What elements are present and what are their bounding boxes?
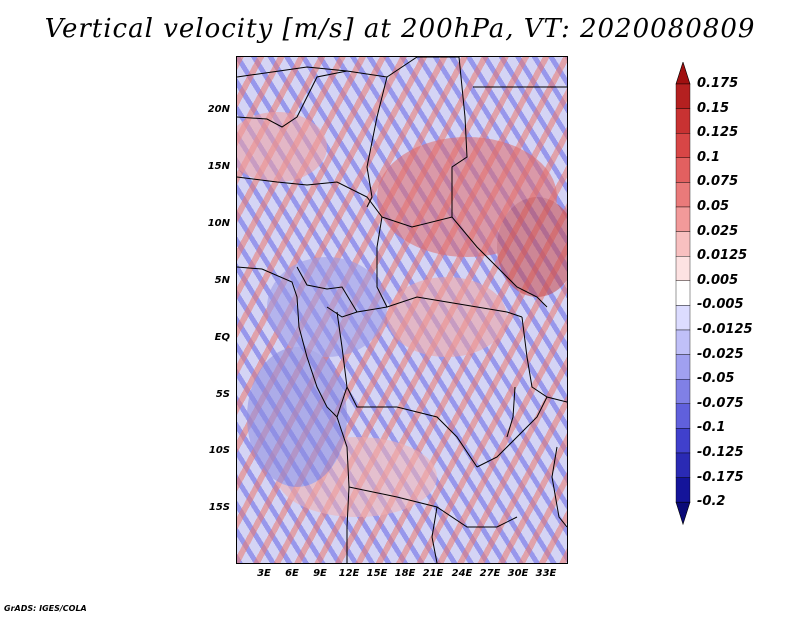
colorbar-swatch bbox=[675, 231, 691, 257]
colorbar-label: 0.005 bbox=[697, 272, 739, 288]
lake-outline bbox=[506, 386, 516, 438]
lon-label: 15E bbox=[366, 568, 388, 579]
colorbar-label: 0.05 bbox=[697, 199, 730, 214]
colorbar-label: -0.2 bbox=[697, 494, 726, 510]
colorbar-label: -0.175 bbox=[697, 469, 744, 485]
border-line bbox=[336, 386, 350, 563]
colorbar-swatch bbox=[675, 280, 691, 306]
border-line bbox=[296, 266, 358, 313]
map-plot-area bbox=[236, 56, 568, 564]
lon-label: 18E bbox=[394, 568, 416, 579]
lat-label: EQ bbox=[214, 332, 230, 343]
field-patch bbox=[237, 112, 327, 182]
lon-label: 30E bbox=[507, 568, 529, 579]
field-patch bbox=[247, 347, 347, 487]
colorbar-swatch bbox=[675, 428, 691, 454]
border-line bbox=[237, 57, 418, 78]
colorbar-label: 0.125 bbox=[697, 125, 739, 141]
border-line bbox=[417, 57, 468, 217]
lat-label: 15S bbox=[208, 502, 230, 513]
colorbar-label: 0.15 bbox=[697, 100, 730, 116]
border-line bbox=[551, 446, 567, 528]
colorbar-swatch bbox=[675, 255, 691, 281]
coastline bbox=[237, 266, 338, 418]
lat-label: 10N bbox=[207, 218, 230, 229]
map-title: Vertical velocity [m/s] at 200hPa, VT: 2… bbox=[44, 14, 756, 44]
colorbar-swatch bbox=[675, 329, 691, 355]
lon-label: 9E bbox=[313, 568, 327, 579]
colorbar-swatch bbox=[675, 477, 691, 503]
colorbar-swatch bbox=[675, 132, 691, 158]
colorbar-label: -0.125 bbox=[697, 445, 744, 460]
colorbar bbox=[675, 62, 691, 526]
border-line bbox=[431, 506, 438, 563]
colorbar-label: -0.05 bbox=[697, 371, 735, 387]
border-line bbox=[237, 70, 348, 128]
lon-label: 27E bbox=[479, 568, 501, 579]
lon-label: 33E bbox=[535, 568, 557, 579]
colorbar-label: -0.0125 bbox=[697, 322, 753, 337]
colorbar-swatch bbox=[675, 83, 691, 109]
lon-label: 24E bbox=[451, 568, 473, 579]
border-line bbox=[381, 216, 548, 308]
colorbar-label: 0.1 bbox=[697, 149, 721, 165]
colorbar-swatch bbox=[675, 108, 691, 134]
lat-label: 5S bbox=[215, 389, 230, 400]
lat-label: 10S bbox=[208, 445, 230, 456]
colorbar-label: 0.075 bbox=[697, 174, 739, 190]
colorbar-label: 0.025 bbox=[697, 223, 739, 239]
colorbar-label: -0.1 bbox=[697, 420, 726, 436]
colorbar-swatch bbox=[675, 182, 691, 208]
country-borders bbox=[237, 57, 567, 563]
border-line bbox=[386, 296, 523, 318]
border-line bbox=[476, 396, 548, 468]
lon-label: 21E bbox=[422, 568, 444, 579]
colorbar-label: 0.175 bbox=[697, 76, 739, 91]
credit-text: GrADS: IGES/COLA bbox=[4, 604, 87, 613]
colorbar-swatch bbox=[675, 403, 691, 429]
lat-label: 15N bbox=[207, 161, 230, 172]
lon-label: 6E bbox=[285, 568, 299, 579]
colorbar-arrow-top bbox=[675, 62, 691, 85]
colorbar-swatch bbox=[675, 354, 691, 380]
lat-label: 5N bbox=[214, 275, 230, 286]
lon-label: 12E bbox=[338, 568, 360, 579]
colorbar-swatch bbox=[675, 206, 691, 232]
border-line bbox=[521, 316, 567, 403]
colorbar-swatch bbox=[675, 305, 691, 331]
field-patch bbox=[387, 277, 507, 357]
colorbar-swatch bbox=[675, 452, 691, 478]
colorbar-arrow-bottom bbox=[675, 501, 691, 526]
border-line bbox=[366, 76, 388, 208]
lon-label: 3E bbox=[257, 568, 271, 579]
colorbar-label: -0.005 bbox=[697, 297, 744, 313]
border-line bbox=[348, 486, 518, 528]
field-patch bbox=[497, 197, 567, 297]
border-line bbox=[237, 176, 383, 218]
lat-label: 20N bbox=[207, 104, 230, 115]
colorbar-swatch bbox=[675, 379, 691, 405]
border-line bbox=[336, 311, 478, 468]
colorbar-label: -0.075 bbox=[697, 395, 744, 411]
colorbar-label: 0.0125 bbox=[697, 248, 748, 264]
colorbar-label: -0.025 bbox=[697, 346, 744, 362]
colorbar-swatch bbox=[675, 157, 691, 183]
